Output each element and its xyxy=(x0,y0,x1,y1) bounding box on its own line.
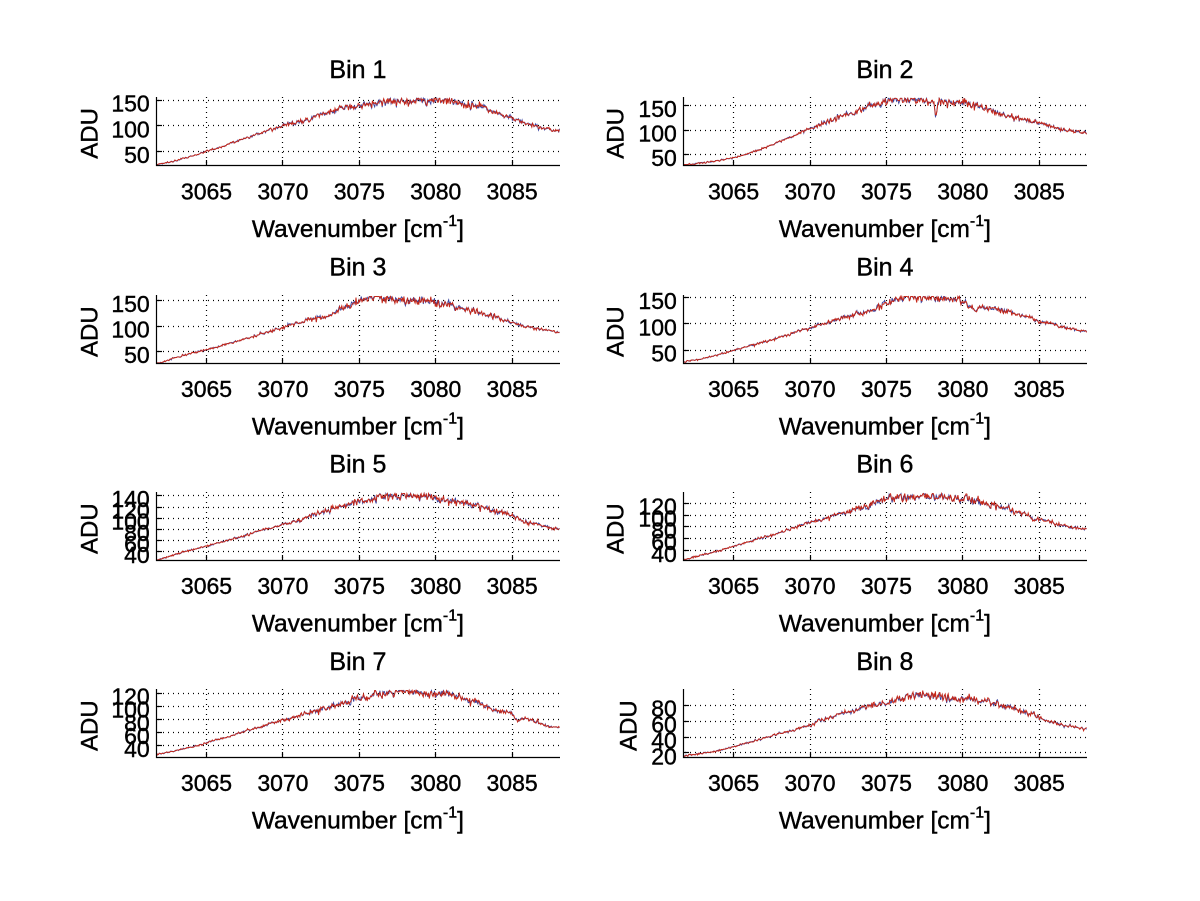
svg-text:100: 100 xyxy=(638,505,676,531)
svg-text:3075: 3075 xyxy=(861,376,912,402)
svg-text:100: 100 xyxy=(111,116,149,142)
svg-text:Bin 5: Bin 5 xyxy=(329,451,386,479)
svg-text:3070: 3070 xyxy=(784,376,835,402)
svg-text:ADU: ADU xyxy=(603,306,630,357)
svg-text:Wavenumber [cm-1]: Wavenumber [cm-1] xyxy=(252,213,464,243)
svg-text:3080: 3080 xyxy=(410,179,461,205)
svg-text:3080: 3080 xyxy=(410,770,461,796)
svg-text:3065: 3065 xyxy=(708,179,759,205)
svg-text:3080: 3080 xyxy=(410,573,461,599)
svg-text:ADU: ADU xyxy=(76,108,103,159)
svg-text:Bin 3: Bin 3 xyxy=(329,254,386,282)
svg-text:3085: 3085 xyxy=(1014,179,1065,205)
svg-text:100: 100 xyxy=(111,509,149,535)
svg-text:3070: 3070 xyxy=(257,376,308,402)
svg-text:Wavenumber [cm-1]: Wavenumber [cm-1] xyxy=(252,411,464,441)
svg-text:80: 80 xyxy=(124,710,150,736)
svg-text:3075: 3075 xyxy=(334,770,385,796)
svg-text:Bin 1: Bin 1 xyxy=(329,56,386,84)
svg-text:150: 150 xyxy=(638,96,676,122)
svg-text:40: 40 xyxy=(651,541,677,567)
svg-text:140: 140 xyxy=(111,486,149,512)
svg-text:3085: 3085 xyxy=(487,179,538,205)
svg-text:80: 80 xyxy=(651,517,677,543)
svg-text:3085: 3085 xyxy=(1014,376,1065,402)
svg-text:50: 50 xyxy=(651,145,677,171)
svg-text:3065: 3065 xyxy=(181,376,232,402)
svg-text:Wavenumber [cm-1]: Wavenumber [cm-1] xyxy=(779,608,991,638)
svg-text:3065: 3065 xyxy=(181,573,232,599)
svg-text:3065: 3065 xyxy=(708,573,759,599)
svg-text:60: 60 xyxy=(651,529,677,555)
svg-text:20: 20 xyxy=(651,743,677,769)
svg-text:3070: 3070 xyxy=(257,770,308,796)
svg-text:3085: 3085 xyxy=(487,573,538,599)
svg-text:ADU: ADU xyxy=(76,700,103,751)
svg-text:150: 150 xyxy=(111,291,149,317)
svg-text:80: 80 xyxy=(124,520,150,546)
svg-text:3075: 3075 xyxy=(861,179,912,205)
svg-text:3075: 3075 xyxy=(334,376,385,402)
svg-text:3075: 3075 xyxy=(861,770,912,796)
svg-text:120: 120 xyxy=(638,494,676,520)
svg-text:Wavenumber [cm-1]: Wavenumber [cm-1] xyxy=(779,805,991,835)
svg-text:3085: 3085 xyxy=(487,770,538,796)
svg-text:3070: 3070 xyxy=(784,770,835,796)
svg-text:Bin 2: Bin 2 xyxy=(856,56,913,84)
svg-text:3075: 3075 xyxy=(334,179,385,205)
svg-text:3080: 3080 xyxy=(937,573,988,599)
svg-text:3065: 3065 xyxy=(708,376,759,402)
svg-text:Wavenumber [cm-1]: Wavenumber [cm-1] xyxy=(252,805,464,835)
svg-text:3085: 3085 xyxy=(487,376,538,402)
svg-text:150: 150 xyxy=(111,91,149,117)
svg-text:3085: 3085 xyxy=(1014,770,1065,796)
svg-text:3065: 3065 xyxy=(708,770,759,796)
svg-text:3065: 3065 xyxy=(181,179,232,205)
svg-text:3070: 3070 xyxy=(257,179,308,205)
svg-text:100: 100 xyxy=(111,317,149,343)
svg-text:Wavenumber [cm-1]: Wavenumber [cm-1] xyxy=(779,213,991,243)
svg-text:Bin 6: Bin 6 xyxy=(856,451,913,479)
svg-text:ADU: ADU xyxy=(76,503,103,554)
svg-text:60: 60 xyxy=(651,712,677,738)
svg-text:60: 60 xyxy=(124,531,150,557)
svg-text:100: 100 xyxy=(111,697,149,723)
svg-text:Bin 4: Bin 4 xyxy=(856,254,913,282)
svg-text:100: 100 xyxy=(638,120,676,146)
svg-text:3075: 3075 xyxy=(861,573,912,599)
svg-text:3070: 3070 xyxy=(784,573,835,599)
svg-text:40: 40 xyxy=(124,542,150,568)
svg-text:100: 100 xyxy=(638,314,676,340)
svg-text:3065: 3065 xyxy=(181,770,232,796)
svg-text:ADU: ADU xyxy=(603,108,630,159)
svg-text:Wavenumber [cm-1]: Wavenumber [cm-1] xyxy=(252,608,464,638)
svg-text:40: 40 xyxy=(651,727,677,753)
svg-text:50: 50 xyxy=(651,341,677,367)
svg-text:3080: 3080 xyxy=(937,376,988,402)
svg-text:3080: 3080 xyxy=(937,179,988,205)
svg-text:3080: 3080 xyxy=(410,376,461,402)
svg-text:120: 120 xyxy=(111,497,149,523)
svg-text:3070: 3070 xyxy=(257,573,308,599)
svg-text:ADU: ADU xyxy=(603,503,630,554)
svg-text:120: 120 xyxy=(111,684,149,710)
svg-text:60: 60 xyxy=(124,723,150,749)
svg-text:ADU: ADU xyxy=(76,306,103,357)
svg-text:3075: 3075 xyxy=(334,573,385,599)
svg-text:50: 50 xyxy=(124,142,150,168)
svg-text:ADU: ADU xyxy=(616,700,643,751)
svg-text:80: 80 xyxy=(651,696,677,722)
svg-text:150: 150 xyxy=(638,288,676,314)
svg-text:40: 40 xyxy=(124,736,150,762)
svg-text:Bin 8: Bin 8 xyxy=(856,648,913,676)
svg-text:Wavenumber [cm-1]: Wavenumber [cm-1] xyxy=(779,411,991,441)
svg-text:Bin 7: Bin 7 xyxy=(329,648,386,676)
svg-text:50: 50 xyxy=(124,342,150,368)
svg-text:3080: 3080 xyxy=(937,770,988,796)
svg-text:3085: 3085 xyxy=(1014,573,1065,599)
svg-text:3070: 3070 xyxy=(784,179,835,205)
